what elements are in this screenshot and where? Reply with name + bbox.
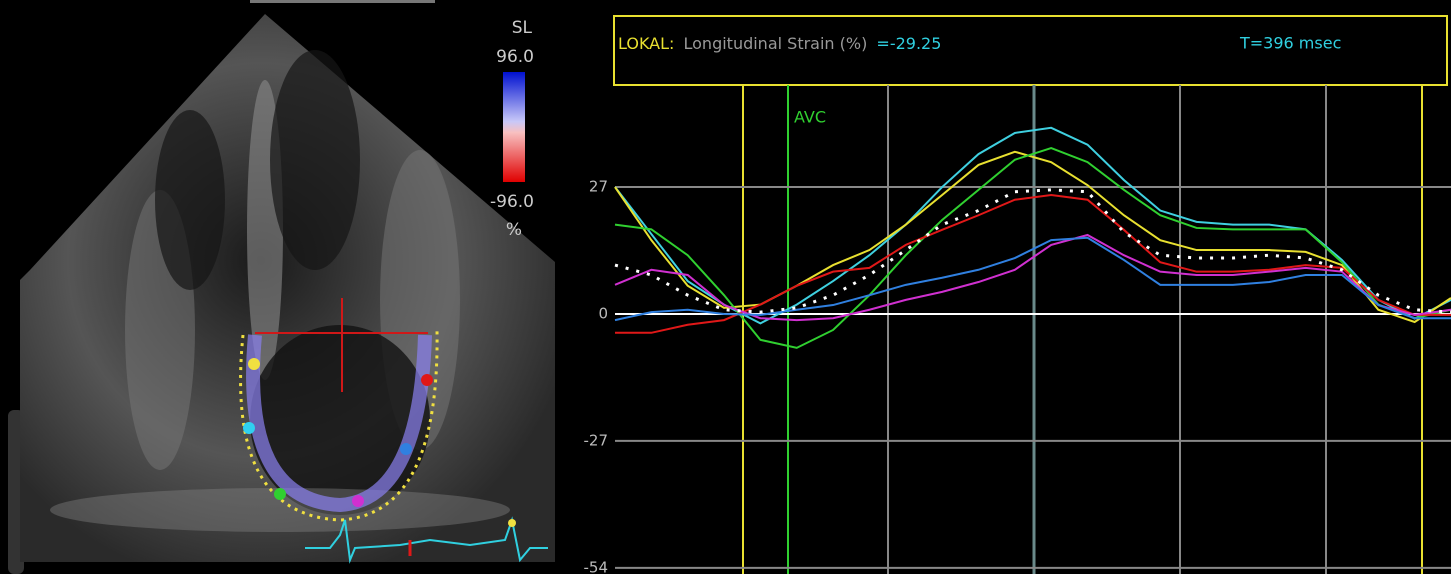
color-scale (503, 72, 525, 182)
scale-min: -96.0 (490, 192, 534, 212)
header-time: T=396 msec (1239, 34, 1341, 53)
y-tick-label: -54 (584, 558, 609, 574)
scale-max: 96.0 (496, 47, 534, 67)
top-bar (250, 0, 435, 3)
scale-title: SL (512, 18, 533, 38)
scale-unit: % (506, 220, 522, 240)
y-tick-label: 27 (589, 178, 608, 196)
header: LOKAL: Longitudinal Strain (%) =-29.25 (618, 34, 941, 53)
header-measure: Longitudinal Strain (%) (684, 34, 868, 53)
header-label: LOKAL: (618, 34, 674, 53)
header-value: =-29.25 (876, 34, 941, 53)
y-tick-label: -27 (584, 431, 609, 449)
screen: SL 96.0 -96.0 % LOKAL: Longitudinal Stra… (0, 0, 1451, 574)
y-tick-label: 0 (598, 304, 608, 322)
annotation: AVC (794, 108, 826, 127)
